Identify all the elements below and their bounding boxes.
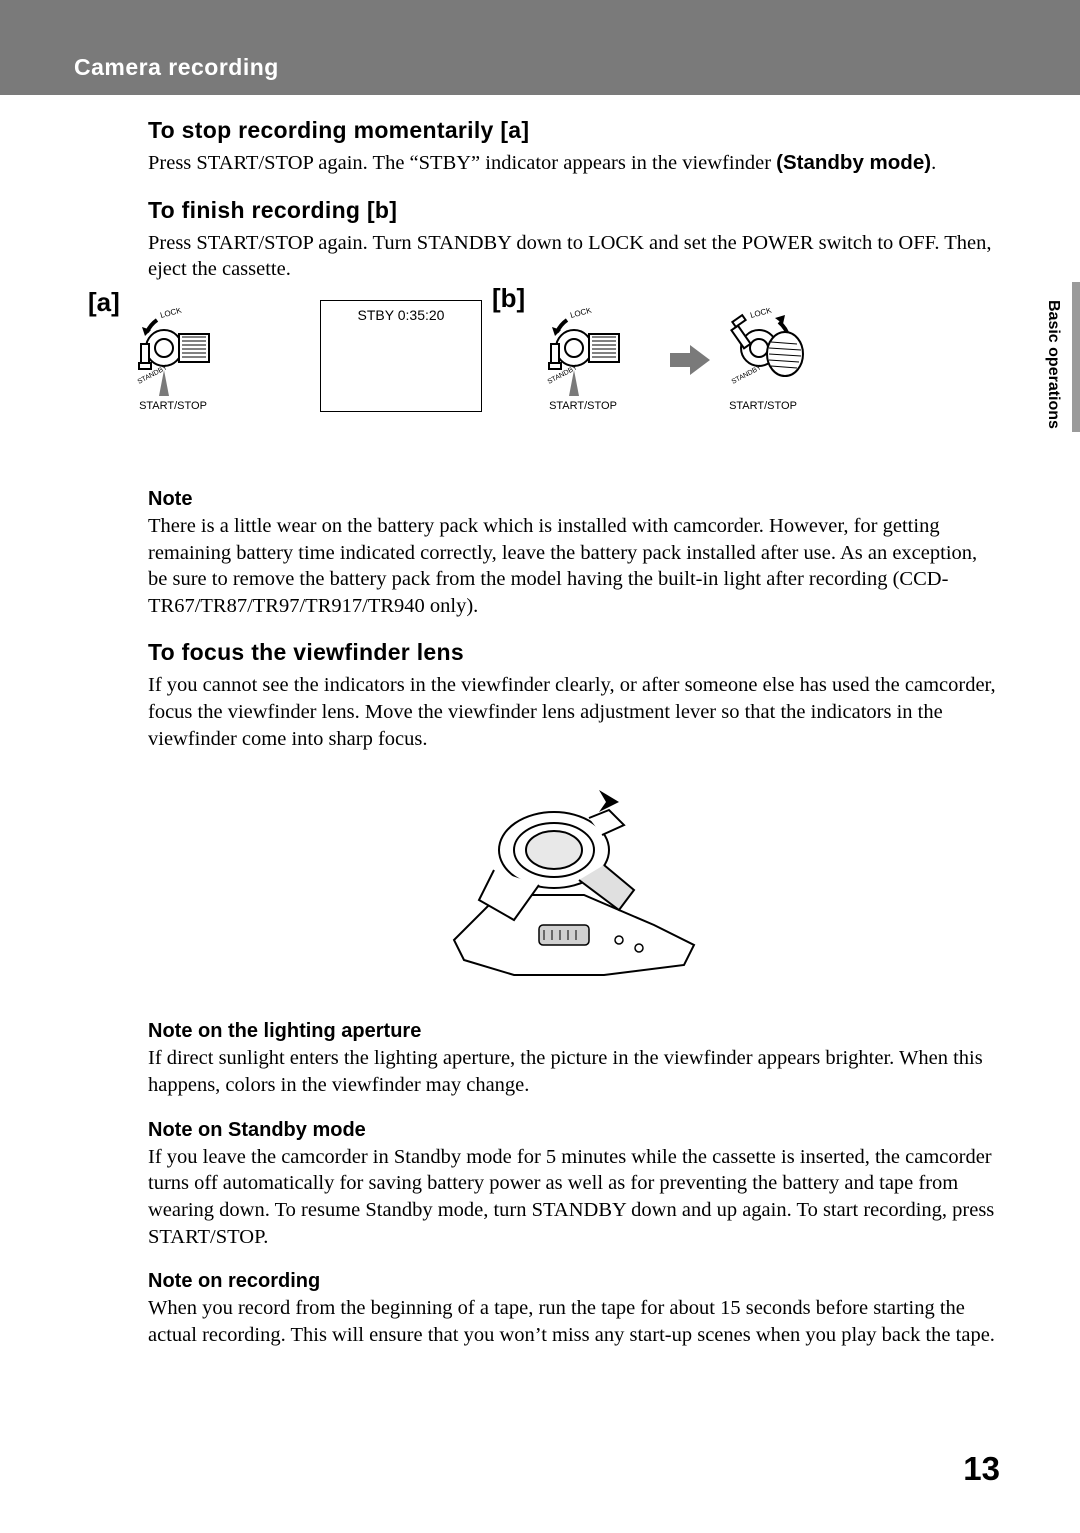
text-s1-bold: (Standby mode) <box>776 151 931 174</box>
note2-text: If direct sunlight enters the lighting a… <box>148 1045 1000 1098</box>
dial-a-caption: START/STOP <box>128 400 218 412</box>
note4-text: When you record from the beginning of a … <box>148 1295 1000 1348</box>
label-b: [b] <box>492 283 525 314</box>
svg-text:STANDBY: STANDBY <box>731 364 763 386</box>
stby-text: STBY 0:35:20 <box>358 307 445 323</box>
arrow-icon <box>670 345 710 375</box>
dial-b1-caption: START/STOP <box>538 400 628 412</box>
heading-stop-recording: To stop recording momentarily [a] <box>148 117 1000 144</box>
text-focus-viewfinder: If you cannot see the indicators in the … <box>148 672 1000 752</box>
heading-focus-viewfinder: To focus the viewfinder lens <box>148 639 1000 666</box>
heading-finish-recording: To finish recording [b] <box>148 197 1000 224</box>
dial-a: LOCK STANDBY START/STOP <box>128 308 218 412</box>
figure-row: [b] LOCK STANDBY START/STOP <box>148 303 1000 448</box>
page-content: To stop recording momentarily [a] Press … <box>0 95 1080 1349</box>
dial-b2-svg: LOCK STANDBY <box>719 308 807 398</box>
dial-a-svg: LOCK STANDBY <box>129 308 217 398</box>
page-number: 13 <box>963 1450 1000 1488</box>
note1-text: There is a little wear on the battery pa… <box>148 513 1000 620</box>
viewfinder-figure <box>148 780 1000 985</box>
dial-b2-caption: START/STOP <box>718 400 808 412</box>
dial-b2: LOCK STANDBY START/STOP <box>718 308 808 412</box>
text-s1-p2: . <box>931 152 936 174</box>
text-stop-recording: Press START/STOP again. The “STBY” indic… <box>148 150 1000 177</box>
header-title: Camera recording <box>74 54 279 81</box>
label-a: [a] <box>88 287 120 318</box>
note4-heading: Note on recording <box>148 1270 1000 1293</box>
header-bar: Camera recording <box>0 0 1080 95</box>
text-finish-recording: Press START/STOP again. Turn STANDBY dow… <box>148 230 1000 283</box>
dial-b1-svg: LOCK STANDBY <box>539 308 627 398</box>
svg-text:LOCK: LOCK <box>159 308 183 320</box>
text-s1-p1: Press START/STOP again. The “STBY” indic… <box>148 152 776 174</box>
note1-heading: Note <box>148 488 1000 511</box>
svg-text:LOCK: LOCK <box>569 308 593 320</box>
note3-heading: Note on Standby mode <box>148 1119 1000 1142</box>
dial-b1: LOCK STANDBY START/STOP <box>538 308 628 412</box>
note3-text: If you leave the camcorder in Standby mo… <box>148 1144 1000 1251</box>
viewfinder-svg <box>424 780 724 980</box>
note2-heading: Note on the lighting aperture <box>148 1020 1000 1043</box>
stby-box: STBY 0:35:20 <box>320 300 482 412</box>
svg-text:LOCK: LOCK <box>749 308 773 320</box>
